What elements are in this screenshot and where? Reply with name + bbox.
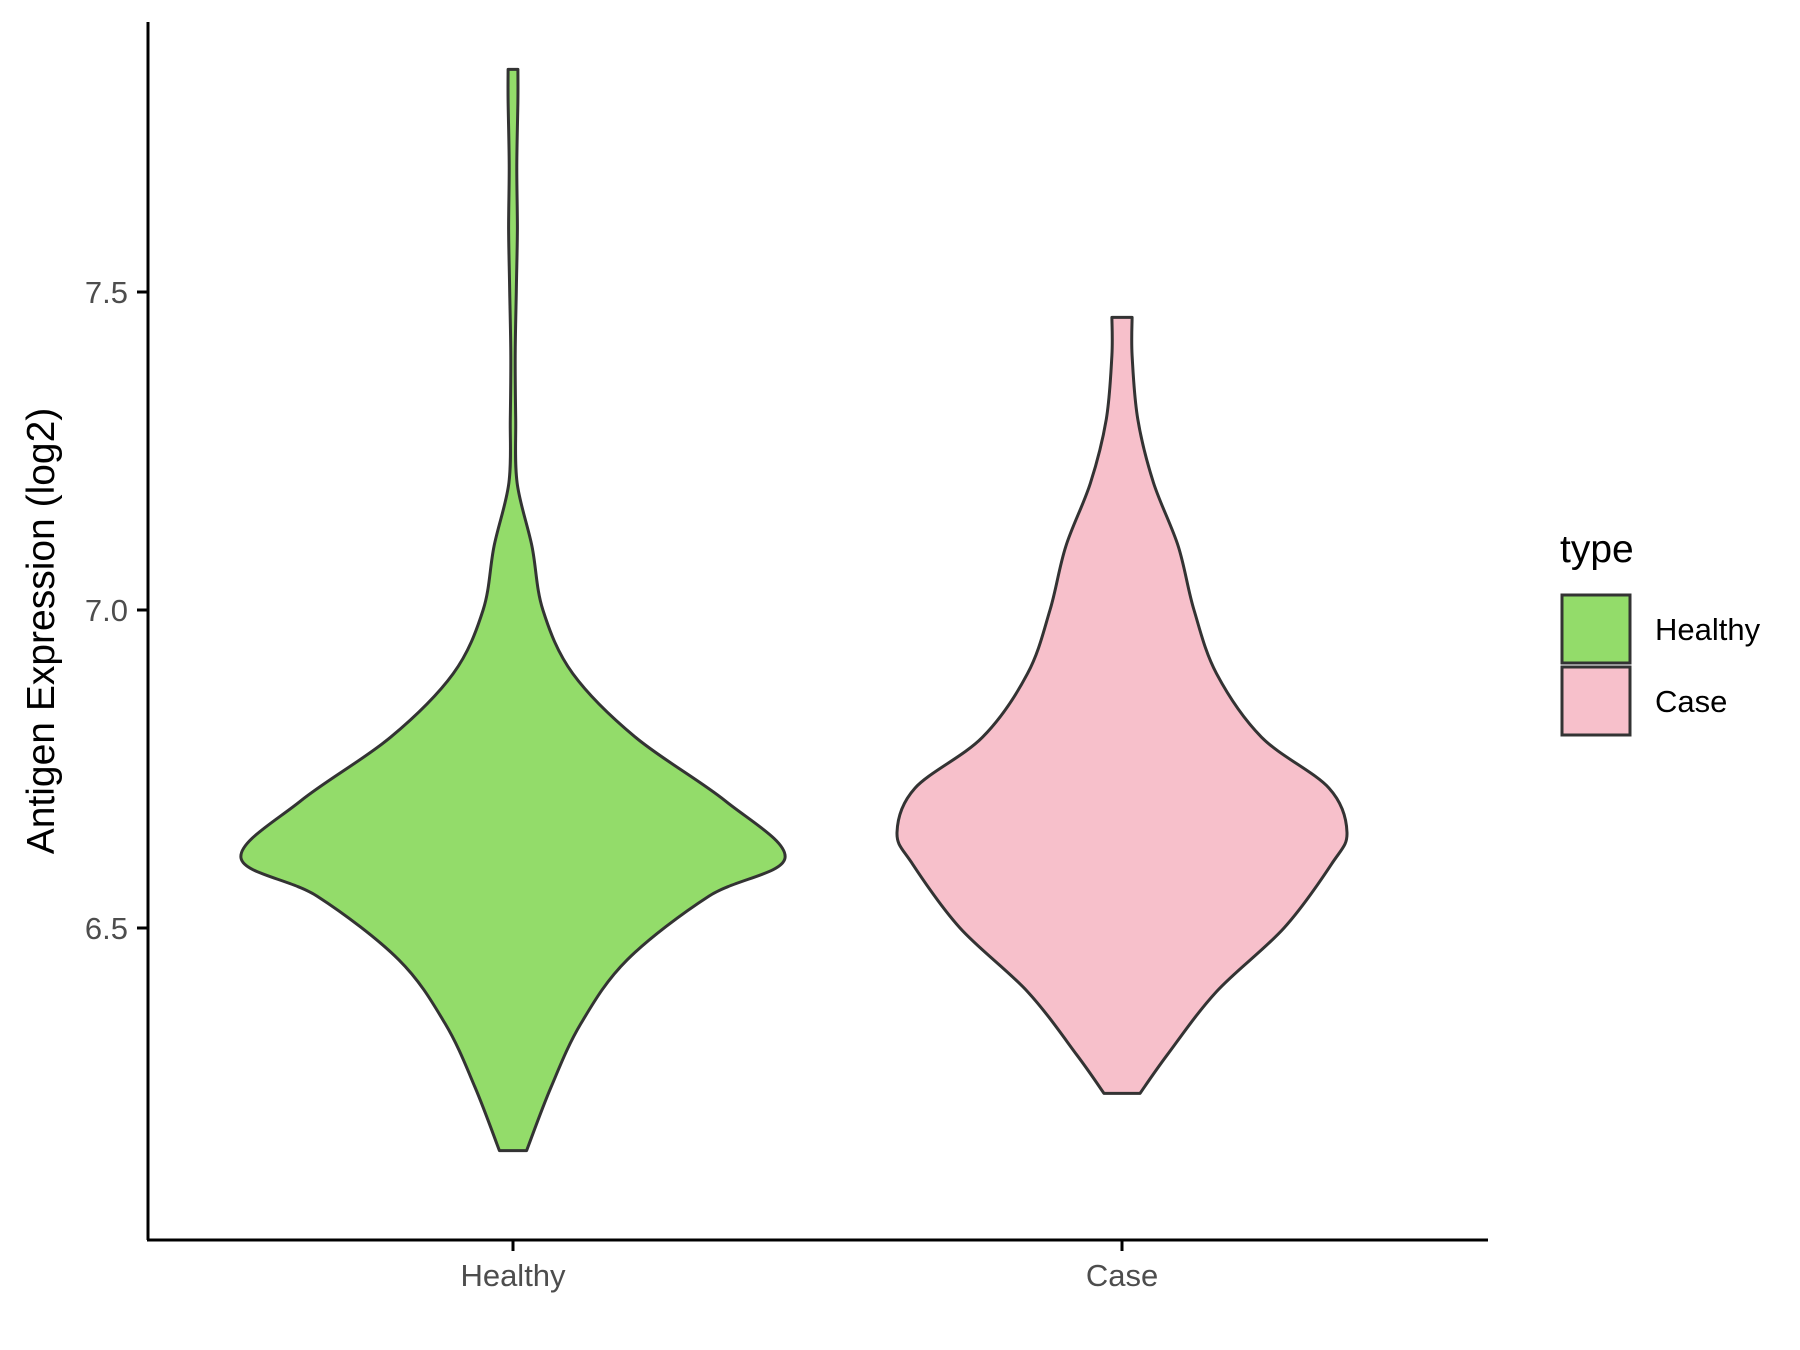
legend-key-healthy xyxy=(1560,593,1632,665)
x-axis: Healthy Case xyxy=(147,1238,1488,1293)
y-axis: 6.5 7.0 7.5 Antigen Expression (log2) xyxy=(20,22,150,1240)
legend-label-healthy: Healthy xyxy=(1655,612,1761,647)
violin-case xyxy=(895,315,1349,1095)
x-tick-label: Case xyxy=(1086,1258,1158,1293)
y-tick-label: 6.5 xyxy=(85,911,128,946)
legend-label-case: Case xyxy=(1655,684,1727,719)
x-tick-label: Healthy xyxy=(460,1258,566,1293)
y-tick-label: 7.0 xyxy=(85,593,128,628)
legend: type Healthy Case xyxy=(1560,528,1761,737)
y-axis-title: Antigen Expression (log2) xyxy=(20,408,63,855)
violin-healthy xyxy=(239,67,787,1153)
y-tick-label: 7.5 xyxy=(85,275,128,310)
violin-layer xyxy=(239,67,1349,1153)
legend-key-case xyxy=(1560,665,1632,737)
legend-title: type xyxy=(1560,528,1634,571)
